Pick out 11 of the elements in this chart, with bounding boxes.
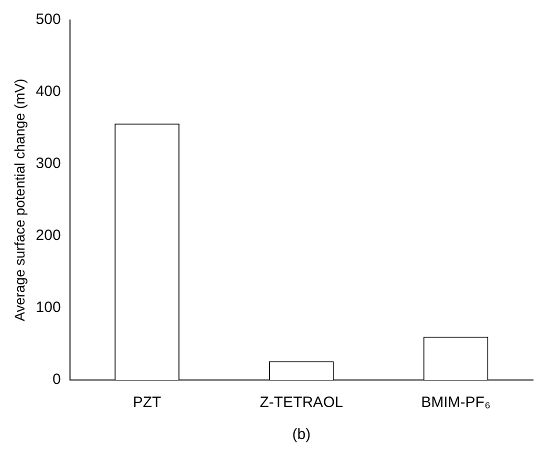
y-tick-label: 500 — [36, 11, 61, 28]
y-tick-label: 100 — [36, 299, 61, 316]
x-tick-label: PZT — [132, 394, 162, 412]
y-tick-label: 200 — [36, 227, 61, 244]
y-tick-label: 400 — [36, 83, 61, 100]
y-axis-title: Average surface potential change (mV) — [11, 78, 28, 322]
x-tick-label: Z-TETRAOL — [260, 394, 344, 412]
x-tick-label: BMIM-PF₆ — [421, 394, 490, 412]
y-tick-label: 0 — [52, 371, 61, 388]
y-tick-label: 300 — [36, 155, 61, 172]
x-axis-title: (b) — [292, 426, 311, 444]
